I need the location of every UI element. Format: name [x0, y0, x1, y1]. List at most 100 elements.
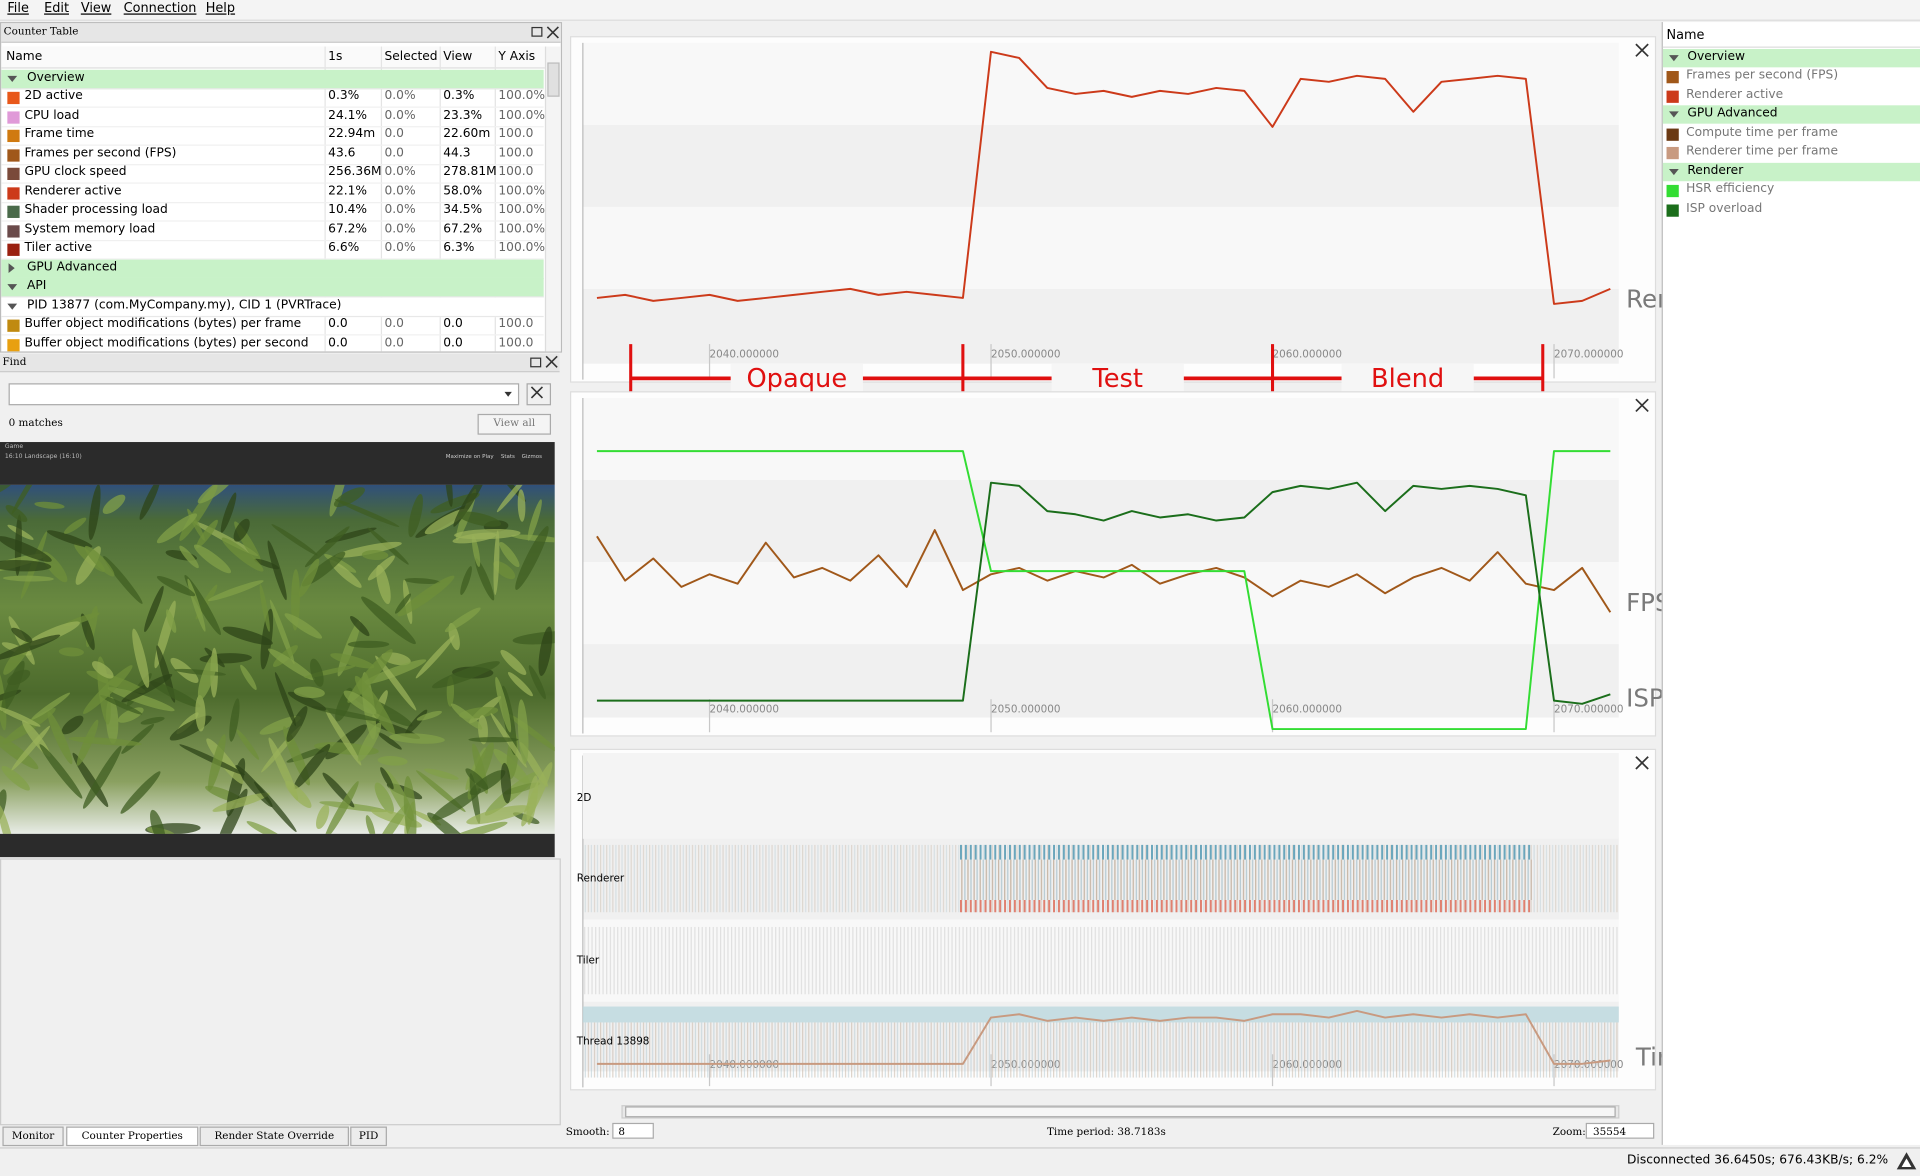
game-option[interactable]: Maximize on Play — [445, 454, 494, 461]
track-thread-band — [582, 1006, 1619, 1023]
counter-row[interactable] — [1, 316, 544, 336]
game-option[interactable]: Stats — [500, 454, 515, 461]
menu-item[interactable]: Connection — [123, 1, 197, 16]
counter-row[interactable] — [1, 183, 544, 203]
counter-cell: 100.0% — [498, 203, 546, 217]
leaf — [526, 775, 539, 825]
leaf — [354, 675, 395, 735]
group-row[interactable] — [1, 277, 544, 298]
legend-item[interactable]: Compute time per frame — [1686, 125, 1838, 139]
view-all-button[interactable]: View all — [477, 413, 552, 435]
legend-item[interactable]: ISP overload — [1686, 201, 1763, 215]
counter-row[interactable] — [1, 126, 544, 146]
leaf — [329, 559, 362, 588]
column-header: Name — [6, 50, 43, 64]
menu-item[interactable]: File — [7, 1, 29, 16]
bottom-tab[interactable]: Monitor — [2, 1126, 64, 1147]
legend-item[interactable]: Frames per second (FPS) — [1686, 68, 1839, 83]
legend-item[interactable]: HSR efficiency — [1686, 182, 1775, 196]
x-tick-label: 2050.000000 — [991, 349, 1060, 361]
color-swatch — [7, 338, 20, 351]
expanded-arrow — [1668, 111, 1679, 118]
status-text: Disconnected 36.6450s; 676.43KB/s; 6.2% — [1627, 1153, 1889, 1167]
leaf — [347, 640, 390, 648]
zoom-spinbox[interactable]: 35554 — [1585, 1122, 1655, 1139]
counter-name: CPU load — [24, 108, 80, 122]
group-row[interactable] — [1, 296, 544, 317]
group-row[interactable] — [1, 258, 544, 279]
game-option[interactable]: Gizmos — [521, 454, 542, 461]
bottom-tab[interactable]: Render State Override — [199, 1126, 349, 1147]
counter-cell: 67.2% — [443, 222, 483, 236]
float-button[interactable] — [530, 357, 542, 368]
counter-row[interactable] — [1, 202, 544, 222]
smooth-spinbox[interactable]: 8 — [612, 1122, 654, 1139]
color-swatch — [7, 205, 20, 218]
match-count: 0 matches — [8, 417, 63, 430]
panel-title-bar — [1, 23, 561, 43]
counter-row[interactable] — [1, 88, 544, 108]
legend-group-row[interactable] — [1662, 105, 1920, 124]
counter-cell: 22.60m — [443, 127, 491, 141]
game-header — [0, 442, 555, 485]
leaf — [1, 766, 30, 791]
leaf — [316, 804, 330, 830]
counter-cell: 58.0% — [443, 184, 483, 198]
legend-group: GPU Advanced — [1687, 106, 1778, 121]
close-button[interactable] — [546, 26, 561, 41]
leaf — [0, 804, 16, 834]
leaf — [468, 737, 519, 743]
leaf — [394, 593, 411, 614]
scroll-thumb[interactable] — [547, 62, 560, 97]
leaf — [403, 776, 417, 834]
leaf — [329, 484, 350, 517]
counter-cell: 0.3% — [443, 89, 475, 103]
leaf — [397, 575, 455, 617]
leaf — [5, 505, 28, 522]
leaf — [416, 710, 442, 721]
close-button[interactable] — [545, 355, 560, 370]
leaf — [34, 501, 65, 509]
game-footer — [0, 833, 555, 858]
menu-item[interactable]: Edit — [44, 1, 69, 16]
counter-row[interactable] — [1, 107, 544, 127]
counter-cell: 100.0% — [498, 222, 546, 236]
legend-group-row[interactable] — [1662, 48, 1920, 67]
counter-row[interactable] — [1, 221, 544, 241]
expanded-arrow — [7, 75, 18, 82]
menu-item[interactable]: View — [80, 1, 112, 16]
group-label: GPU Advanced — [26, 260, 118, 274]
legend-item[interactable]: Renderer active — [1686, 87, 1784, 102]
float-button[interactable] — [531, 26, 543, 37]
leaf — [196, 519, 218, 549]
x-tick-label: 2060.000000 — [1273, 349, 1342, 361]
counter-row[interactable] — [1, 240, 544, 260]
bottom-tab[interactable]: PID — [350, 1126, 387, 1147]
search-input[interactable] — [8, 383, 520, 406]
smooth-label: Smooth: — [565, 1126, 610, 1139]
leaf — [100, 695, 143, 715]
leaf — [240, 664, 257, 690]
close-icon — [1635, 43, 1649, 57]
leaf — [527, 499, 542, 541]
menu-item[interactable]: Help — [205, 1, 236, 16]
legend-swatch — [1666, 90, 1679, 103]
leaf — [286, 706, 308, 742]
leaf — [333, 487, 365, 508]
leaf — [403, 578, 441, 584]
close-button[interactable] — [530, 386, 545, 401]
counter-row[interactable] — [1, 164, 544, 184]
counter-name: GPU clock speed — [24, 165, 127, 179]
legend-item[interactable]: Renderer time per frame — [1686, 144, 1839, 158]
column-header: View — [443, 50, 473, 64]
bottom-tab[interactable]: Counter Properties — [66, 1126, 199, 1147]
leaf — [466, 805, 530, 825]
legend-group-row[interactable] — [1662, 162, 1920, 181]
counter-row[interactable] — [1, 145, 544, 165]
group-row[interactable] — [1, 69, 544, 89]
leaf — [515, 526, 549, 590]
counter-cell: 22.94m — [328, 127, 376, 141]
series-line — [596, 529, 1612, 613]
x-tick-label: 2050.000000 — [991, 704, 1060, 716]
color-swatch — [7, 243, 20, 256]
